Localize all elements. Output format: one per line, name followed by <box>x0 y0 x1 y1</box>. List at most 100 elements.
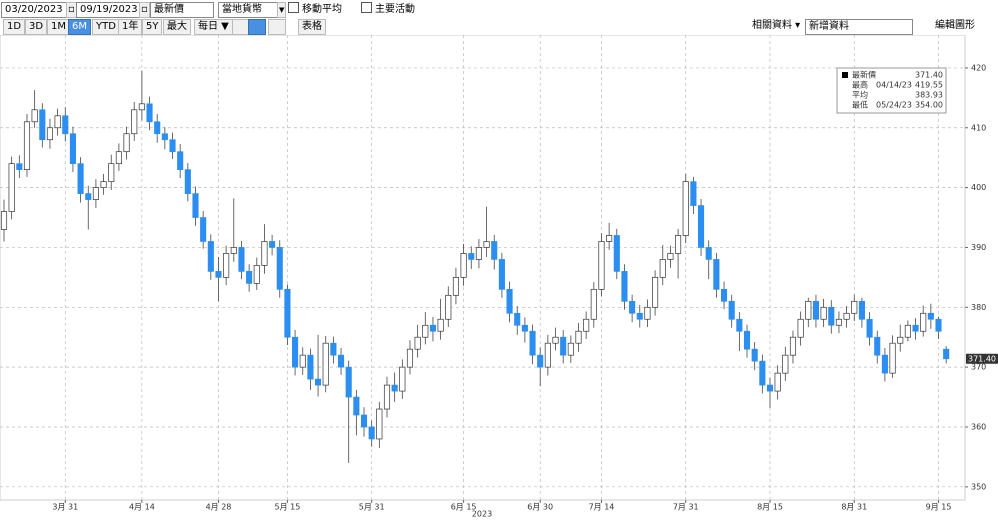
candle-body <box>138 103 145 111</box>
candle-body <box>789 336 797 356</box>
period-button[interactable]: 6M <box>68 19 91 35</box>
candle-body <box>514 312 521 326</box>
legend-date: 04/14/23 <box>876 81 912 90</box>
candle-body <box>820 306 827 320</box>
candle-body <box>54 115 61 129</box>
end-date[interactable]: 09/19/2023 <box>76 2 142 18</box>
period-button[interactable]: 最大 <box>163 19 191 35</box>
candle-body <box>935 318 942 332</box>
candle-body <box>414 336 421 350</box>
period-button[interactable]: YTD <box>92 19 120 35</box>
candle-body <box>192 193 199 218</box>
y-tick-label: 390 <box>971 243 986 252</box>
candle-body <box>544 342 551 368</box>
candle-body <box>69 133 76 165</box>
candle-body <box>284 288 291 338</box>
candle-body <box>866 318 873 338</box>
period-button[interactable]: 5Y <box>142 19 163 35</box>
candle-body <box>736 318 743 332</box>
candle-body <box>368 426 375 440</box>
candle-body <box>460 253 467 278</box>
candle-body <box>85 193 92 200</box>
related-data[interactable]: 相關資料 ▾ <box>752 20 801 31</box>
candle-body <box>391 384 398 392</box>
period-button[interactable]: 1D <box>3 19 26 35</box>
candle-body <box>161 133 168 141</box>
legend-label: 最新價 <box>852 70 876 80</box>
key-events-checkbox[interactable]: 主要活動 <box>361 2 415 16</box>
y-tick-label: 410 <box>971 123 986 132</box>
calendar-icon[interactable]: ▫ <box>139 2 150 18</box>
candle-body <box>437 318 444 332</box>
candle-body <box>100 181 107 188</box>
candle-body <box>506 288 513 314</box>
candle-body <box>330 342 337 356</box>
table-button[interactable]: 表格 <box>298 19 326 35</box>
candle-body <box>552 336 559 344</box>
candle-body <box>575 330 582 344</box>
blank-button[interactable] <box>268 19 286 35</box>
candle-body <box>468 253 475 260</box>
candle-body <box>537 354 544 368</box>
moving-average-checkbox[interactable]: 移動平均 <box>288 2 342 16</box>
candle-body <box>253 265 260 284</box>
x-tick-label: 6月 30 <box>527 503 553 512</box>
start-date[interactable]: 03/20/2023 <box>1 2 67 18</box>
legend-date: 05/24/23 <box>876 101 912 110</box>
x-tick-label: 4月 28 <box>206 503 232 512</box>
candle-body <box>782 354 789 374</box>
period-button[interactable]: 1年 <box>118 19 143 35</box>
legend-label: 最高 <box>852 80 868 90</box>
candle-body <box>897 336 904 344</box>
dropdown-arrow[interactable]: ▼ <box>277 2 287 18</box>
candle-body <box>307 354 314 380</box>
candle-body <box>881 354 888 374</box>
candle-body <box>154 121 161 135</box>
price-field[interactable]: 最新價 <box>150 2 214 18</box>
legend-swatch <box>842 72 848 78</box>
candle-body <box>0 211 8 230</box>
add-data[interactable]: 新增資料 <box>805 19 913 35</box>
x-tick-label: 8月 31 <box>841 503 867 512</box>
legend-value: 354.00 <box>915 101 943 110</box>
x-axis-label: 2023 <box>472 510 492 519</box>
currency-select[interactable]: 當地貨幣 <box>218 2 280 18</box>
x-tick-label: 4月 14 <box>129 503 155 512</box>
candle-body <box>943 348 950 360</box>
candle-body <box>299 354 306 368</box>
candle-body <box>223 253 230 278</box>
blank-button[interactable] <box>248 19 266 35</box>
x-tick-label: 5月 31 <box>359 503 385 512</box>
frequency-select[interactable]: 每日 ▼ <box>194 19 233 35</box>
candle-body <box>521 324 528 332</box>
candle-body <box>261 241 268 266</box>
candle-body <box>146 103 153 123</box>
candle-body <box>835 318 842 326</box>
y-tick-label: 350 <box>971 482 986 491</box>
candle-body <box>31 109 38 123</box>
candle-body <box>560 336 567 356</box>
candle-body <box>337 354 345 368</box>
legend-label: 平均 <box>852 90 868 100</box>
candle-body <box>904 324 911 338</box>
candle-body <box>16 163 23 171</box>
candle-body <box>889 342 896 374</box>
period-button[interactable]: 1M <box>47 19 70 35</box>
candle-body <box>315 378 322 386</box>
candle-body <box>606 235 613 242</box>
period-button[interactable]: 3D <box>25 19 48 35</box>
candle-body <box>131 109 138 135</box>
y-tick-label: 400 <box>971 183 986 192</box>
edit-chart[interactable]: 編輯圖形 <box>935 20 975 31</box>
candle-body <box>429 324 437 332</box>
candle-body <box>292 336 299 368</box>
legend-label: 最低 <box>852 100 868 110</box>
candle-body <box>422 324 429 338</box>
candle-body <box>751 348 758 362</box>
candle-body <box>498 259 505 290</box>
candle-body <box>652 277 659 308</box>
candle-body <box>169 139 176 153</box>
candle-body <box>728 300 735 320</box>
candle-body <box>383 384 391 410</box>
